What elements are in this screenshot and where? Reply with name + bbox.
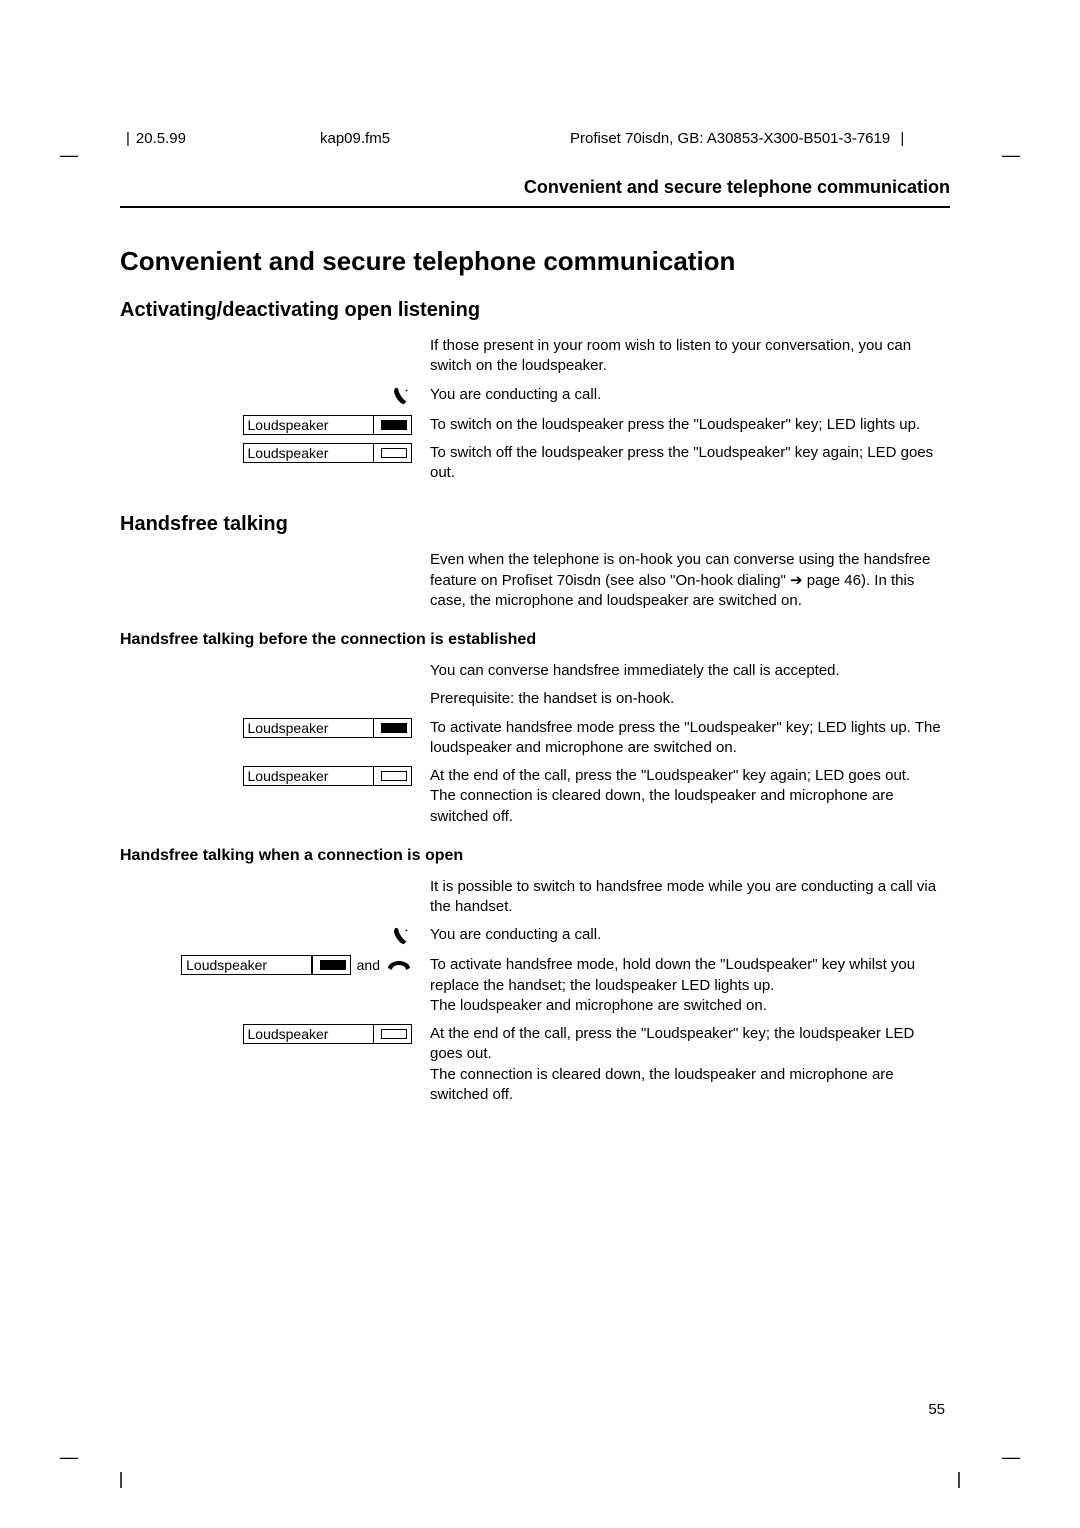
led-off-icon (381, 771, 407, 781)
led-on-icon (381, 420, 407, 430)
led-off-icon (381, 448, 407, 458)
crop-mark-tr: — (1002, 145, 1020, 166)
row-before-p1: You can converse handsfree immediately t… (120, 661, 950, 681)
row-open-conducting: You are conducting a call. (120, 925, 950, 947)
handsfree-open-p1: It is possible to switch to handsfree mo… (430, 877, 950, 918)
led-off-icon (381, 1029, 407, 1039)
handsfree-open-activate: To activate handsfree mode, hold down th… (430, 955, 950, 1016)
small-mark-right (958, 1472, 960, 1488)
row-loudspeaker-on: Loudspeaker To switch on the loudspeaker… (120, 415, 950, 435)
handsfree-before-p1: You can converse handsfree immediately t… (430, 661, 950, 681)
led-on-icon (381, 723, 407, 733)
handsfree-intro: Even when the telephone is on-hook you c… (430, 550, 950, 611)
crop-mark-tl: — (60, 145, 78, 166)
crop-mark-br: — (1002, 1447, 1020, 1468)
row-loudspeaker-off: Loudspeaker To switch off the loudspeake… (120, 443, 950, 484)
row-open-end: Loudspeaker At the end of the call, pres… (120, 1024, 950, 1105)
loudspeaker-key-label-5: Loudspeaker (186, 957, 306, 973)
handsfree-before-p2: Prerequisite: the handset is on-hook. (430, 689, 950, 709)
row-conducting: You are conducting a call. (120, 385, 950, 407)
and-label: and (357, 957, 380, 973)
open-listening-switch-off: To switch off the loudspeaker press the … (430, 443, 950, 484)
loudspeaker-key-label-3: Loudspeaker (248, 720, 368, 736)
page-title: Convenient and secure telephone communic… (120, 246, 950, 277)
open-listening-conducting: You are conducting a call. (430, 385, 950, 405)
handsfree-open-heading: Handsfree talking when a connection is o… (120, 847, 950, 865)
header-file: kap09.fm5 (320, 130, 570, 147)
page-number: 55 (928, 1401, 945, 1418)
loudspeaker-key-label-4: Loudspeaker (248, 768, 368, 784)
loudspeaker-key-label: Loudspeaker (248, 417, 368, 433)
row-open-p1: It is possible to switch to handsfree mo… (120, 877, 950, 918)
page: — — — — |20.5.99 kap09.fm5 Profiset 70is… (0, 0, 1080, 1528)
loudspeaker-key-off: Loudspeaker (243, 443, 413, 463)
row-handsfree-intro: Even when the telephone is on-hook you c… (120, 550, 950, 611)
replace-handset-icon (386, 958, 412, 972)
row-before-end: Loudspeaker At the end of the call, pres… (120, 766, 950, 827)
header-docid-text: Profiset 70isdn, GB: A30853-X300-B501-3-… (570, 130, 890, 147)
crop-mark-bl: — (60, 1447, 78, 1468)
row-intro: If those present in your room wish to li… (120, 336, 950, 377)
section-handsfree-title: Handsfree talking (120, 513, 950, 536)
doc-header: |20.5.99 kap09.fm5 Profiset 70isdn, GB: … (120, 130, 950, 147)
section-open-listening-title: Activating/deactivating open listening (120, 299, 950, 322)
open-listening-intro: If those present in your room wish to li… (430, 336, 950, 377)
header-docid: Profiset 70isdn, GB: A30853-X300-B501-3-… (570, 130, 950, 147)
loudspeaker-key-label-6: Loudspeaker (248, 1026, 368, 1042)
header-date-text: 20.5.99 (136, 130, 186, 147)
loudspeaker-key-before-off: Loudspeaker (243, 766, 413, 786)
header-date: |20.5.99 (120, 130, 320, 147)
loudspeaker-key-label-2: Loudspeaker (248, 445, 368, 461)
open-listening-switch-on: To switch on the loudspeaker press the "… (430, 415, 950, 435)
handsfree-before-heading: Handsfree talking before the connection … (120, 631, 950, 649)
handsfree-before-activate: To activate handsfree mode press the "Lo… (430, 718, 950, 759)
handset-off-hook-icon (390, 925, 412, 947)
running-title: Convenient and secure telephone communic… (524, 177, 950, 197)
row-before-activate: Loudspeaker To activate handsfree mode p… (120, 718, 950, 759)
led-on-icon (320, 960, 346, 970)
row-open-activate: Loudspeaker and To activate handsfree mo… (120, 955, 950, 1016)
loudspeaker-key-open-on: Loudspeaker (181, 955, 351, 975)
handsfree-before-end: At the end of the call, press the "Louds… (430, 766, 950, 827)
row-before-p2: Prerequisite: the handset is on-hook. (120, 689, 950, 709)
loudspeaker-key-open-off: Loudspeaker (243, 1024, 413, 1044)
small-mark-left (120, 1472, 122, 1488)
loudspeaker-key-before-on: Loudspeaker (243, 718, 413, 738)
loudspeaker-key-on: Loudspeaker (243, 415, 413, 435)
running-title-wrap: Convenient and secure telephone communic… (120, 177, 950, 208)
handsfree-open-end: At the end of the call, press the "Louds… (430, 1024, 950, 1105)
handsfree-open-conducting: You are conducting a call. (430, 925, 950, 945)
handset-off-hook-icon (390, 385, 412, 407)
